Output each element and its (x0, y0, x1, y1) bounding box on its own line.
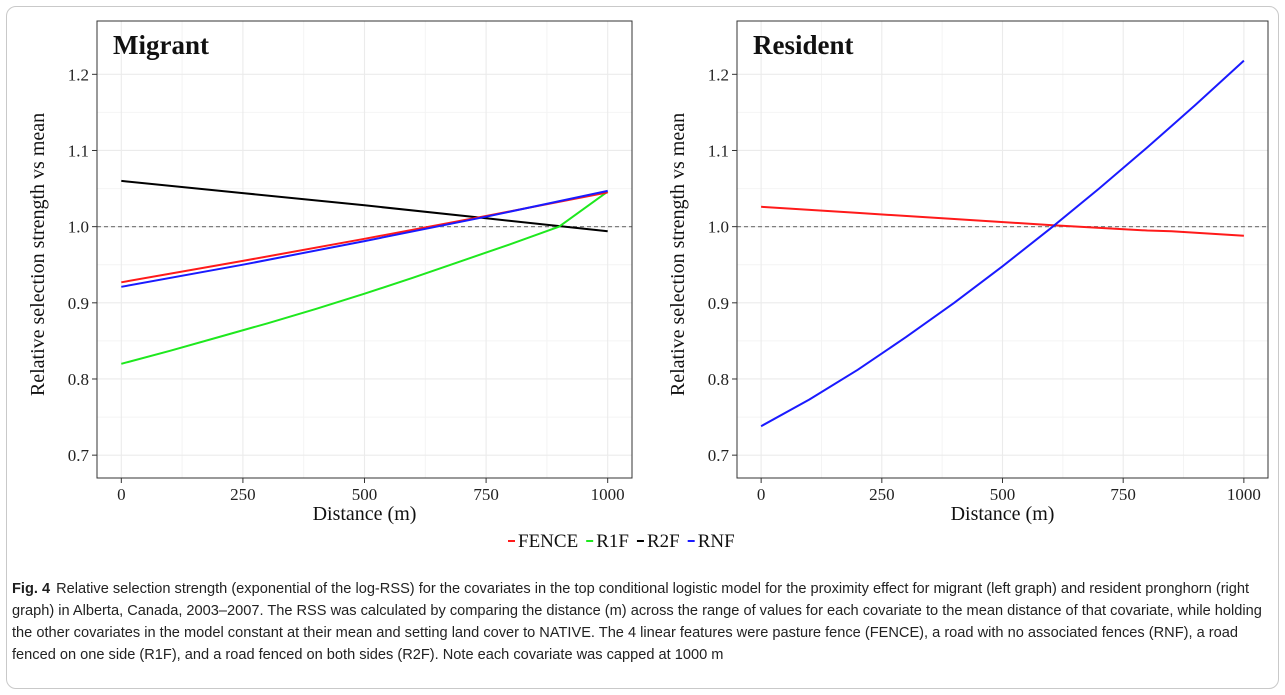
panel-migrant: 0 250 500 750 1000 0.7 0.8 0.9 1.0 1.1 1.2 Migrant D… (27, 20, 633, 525)
series-line-r2f (121, 179, 608, 233)
panel-resident: 0 250 500 750 1000 0.7 0.8 0.9 1.0 1.1 1.2 Resident… (667, 20, 1269, 525)
caption-text: Relative selection strength (exponential… (12, 581, 1262, 663)
y-tick-label: 1.0 (708, 218, 729, 237)
y-tick-label: 1.1 (708, 141, 729, 160)
y-tick-label: 0.9 (68, 294, 89, 313)
panel-border (736, 20, 1269, 479)
y-tick-label: 0.8 (68, 370, 89, 389)
series-line-fence (761, 205, 1244, 237)
series-line-rnf (121, 189, 608, 288)
caption-label: Fig. 4 (12, 581, 51, 597)
y-tick-label: 1.2 (708, 65, 729, 84)
x-tick-label: 500 (352, 485, 378, 504)
x-axis-label: Distance (m) (951, 503, 1055, 525)
x-tick-label: 1000 (1227, 485, 1261, 504)
y-tick-label: 0.7 (708, 446, 730, 465)
y-axis-label: Relative selection strength vs mean (27, 113, 49, 396)
legend-label-r1f: R1F (596, 531, 629, 552)
y-tick-label: 0.8 (708, 370, 729, 389)
x-tick-label: 750 (1110, 485, 1136, 504)
series-line-r1f (121, 190, 609, 365)
y-axis-label: Relative selection strength vs mean (667, 113, 689, 396)
y-tick-label: 0.7 (68, 446, 90, 465)
figure-charts: 0 250 500 750 1000 0.7 0.8 0.9 1.0 1.1 1.2 Migrant D… (27, 20, 1269, 552)
figure-frame (6, 6, 1279, 689)
x-tick-label: 250 (869, 485, 895, 504)
panel-border (96, 20, 633, 479)
panel-title: Migrant (113, 30, 209, 60)
panel-title: Resident (753, 30, 854, 60)
legend-label-r2f: R2F (647, 531, 680, 552)
legend-label-fence: FENCE (518, 531, 578, 552)
figure-caption: Fig. 4 Relative selection strength (expon… (12, 578, 1267, 666)
y-tick-label: 1.2 (68, 65, 89, 84)
x-tick-label: 500 (990, 485, 1016, 504)
x-tick-label: 750 (473, 485, 499, 504)
x-tick-label: 250 (230, 485, 256, 504)
legend-label-rnf: RNF (698, 531, 735, 552)
series-line-rnf (760, 59, 1245, 428)
x-axis-label: Distance (m) (313, 503, 417, 525)
x-tick-label: 1000 (591, 485, 625, 504)
x-tick-label: 0 (757, 485, 766, 504)
legend: FENCE R1F R2F RNF (508, 531, 735, 552)
y-tick-label: 1.0 (68, 218, 89, 237)
y-tick-label: 1.1 (68, 141, 89, 160)
x-tick-label: 0 (117, 485, 126, 504)
y-tick-label: 0.9 (708, 294, 729, 313)
